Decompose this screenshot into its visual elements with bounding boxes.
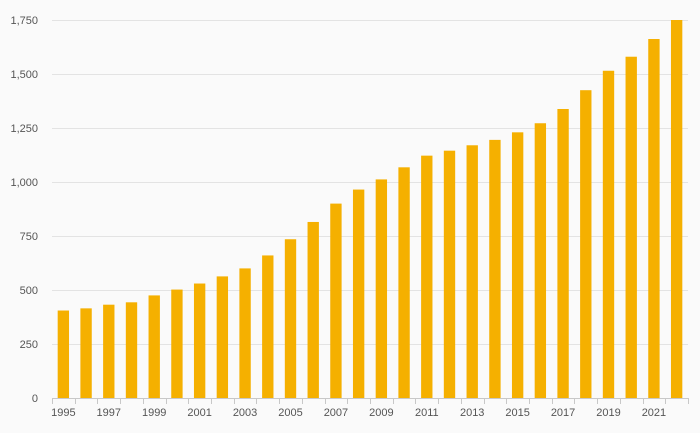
- bar-2017: [557, 108, 569, 399]
- x-tick-label: 2009: [369, 407, 393, 419]
- y-tick-label: 1,000: [10, 177, 38, 189]
- x-tick-label: 2005: [278, 407, 302, 419]
- x-tick-label: 2017: [551, 407, 575, 419]
- bar-2014: [489, 139, 501, 398]
- x-tick-label: 1995: [51, 407, 75, 419]
- x-tick-label: 2001: [187, 407, 211, 419]
- bar-1998: [125, 302, 138, 398]
- bar-2015: [511, 132, 524, 398]
- bar-1996: [80, 308, 92, 398]
- x-tick-label: 2003: [233, 407, 257, 419]
- bar-1999: [148, 295, 160, 398]
- bar-2020: [625, 56, 637, 398]
- x-tick-label: 2021: [642, 407, 666, 419]
- bar-2000: [171, 289, 183, 398]
- y-tick-label: 500: [20, 285, 38, 297]
- bar-2007: [330, 203, 342, 398]
- bar-2021: [648, 39, 660, 398]
- bar-2010: [398, 167, 410, 398]
- bar-2019: [602, 70, 615, 398]
- bar-2001: [193, 283, 206, 398]
- y-tick-label: 1,250: [10, 123, 38, 135]
- x-tick-label: 2013: [460, 407, 484, 419]
- x-tick-label: 1999: [142, 407, 166, 419]
- bar-2008: [352, 189, 365, 398]
- y-tick-label: 750: [20, 231, 38, 243]
- y-tick-label: 1,500: [10, 69, 38, 81]
- bar-2003: [239, 268, 251, 398]
- bar-2009: [375, 179, 388, 398]
- bar-2006: [307, 221, 319, 398]
- bar-2018: [580, 90, 592, 398]
- x-tick-label: 1997: [97, 407, 121, 419]
- x-tick-label: 2007: [324, 407, 348, 419]
- gridlines: [52, 20, 688, 345]
- bar-2002: [216, 276, 229, 398]
- bar-2012: [443, 150, 456, 398]
- bar-2022: [670, 20, 683, 398]
- x-tick-label: 2011: [415, 407, 439, 419]
- bar-2011: [421, 155, 433, 398]
- bars: [57, 20, 683, 399]
- y-tick-label: 0: [32, 393, 38, 405]
- bar-1997: [103, 304, 115, 398]
- x-tick-label: 2015: [505, 407, 529, 419]
- y-axis: 0 250 500 750 1,000 1,250 1,500 1,750: [10, 15, 38, 405]
- bar-2005: [284, 239, 297, 398]
- bar-2004: [262, 255, 274, 398]
- bar-2016: [534, 123, 547, 398]
- y-tick-label: 250: [20, 339, 38, 351]
- bar-2013: [466, 145, 478, 398]
- x-tick-label: 2019: [596, 407, 620, 419]
- x-axis: 1995 1997 1999 2001 2003 2005 2007 2009 2011 2013…: [51, 398, 689, 419]
- bar-1995: [57, 310, 70, 398]
- y-tick-label: 1,750: [10, 15, 38, 27]
